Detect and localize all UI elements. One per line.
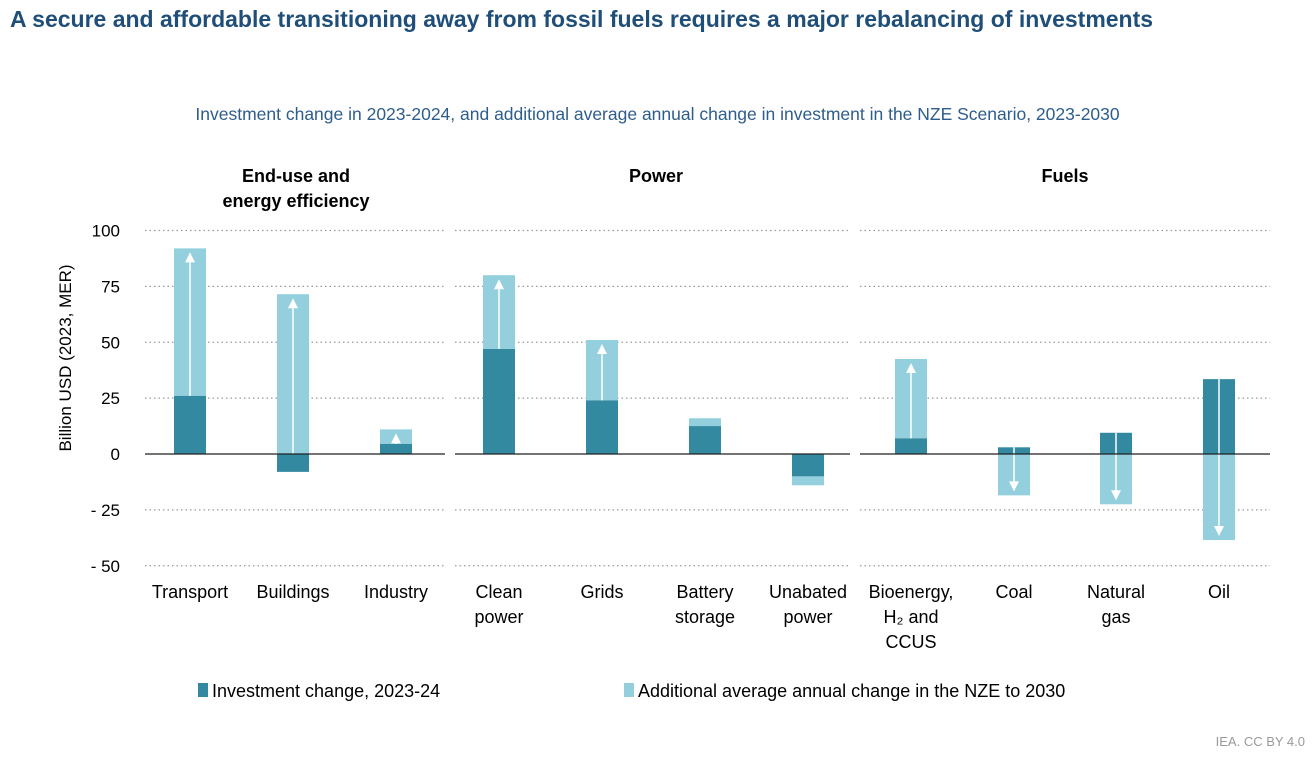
x-tick-label: power xyxy=(783,607,832,627)
x-tick-label: Transport xyxy=(152,582,228,602)
x-tick-label: gas xyxy=(1101,607,1130,627)
y-tick-label: 0 xyxy=(111,445,120,464)
group-header: Power xyxy=(629,166,683,186)
source-note: IEA. CC BY 4.0 xyxy=(1215,734,1305,749)
arrow-head-icon xyxy=(1009,481,1019,492)
arrow-head-icon xyxy=(906,363,916,374)
nze-bar-6 xyxy=(792,476,824,486)
investment-bar-2 xyxy=(380,443,412,454)
x-tick-label: power xyxy=(474,607,523,627)
investment-bar-6 xyxy=(792,454,824,477)
x-tick-label: storage xyxy=(675,607,735,627)
x-tick-label: Battery xyxy=(676,582,733,602)
arrow-head-icon xyxy=(1214,526,1224,537)
x-tick-label: Bioenergy, xyxy=(869,582,954,602)
x-tick-label: Oil xyxy=(1208,582,1230,602)
arrow-head-icon xyxy=(1111,490,1121,501)
x-tick-label: Buildings xyxy=(256,582,329,602)
x-tick-label: Grids xyxy=(580,582,623,602)
group-header: End-use and xyxy=(242,166,350,186)
group-header: energy efficiency xyxy=(222,191,369,211)
arrow-head-icon xyxy=(185,252,195,263)
legend-swatch xyxy=(198,683,208,697)
legend-label: Additional average annual change in the … xyxy=(638,681,1065,701)
y-axis-label: Billion USD (2023, MER) xyxy=(56,264,75,451)
x-tick-label: CCUS xyxy=(885,632,936,652)
investment-bar-5 xyxy=(689,426,721,454)
investment-bar-4 xyxy=(586,400,618,454)
y-tick-label: 100 xyxy=(92,222,120,241)
arrow-head-icon xyxy=(597,344,607,355)
y-tick-label: 50 xyxy=(101,333,120,352)
arrow-head-icon xyxy=(391,433,401,444)
x-tick-label: Natural xyxy=(1087,582,1145,602)
y-tick-label: - 50 xyxy=(91,557,120,576)
chart-subtitle: Investment change in 2023-2024, and addi… xyxy=(195,104,1120,124)
x-tick-label: Coal xyxy=(995,582,1032,602)
group-header: Fuels xyxy=(1041,166,1088,186)
y-tick-label: 75 xyxy=(101,277,120,296)
x-tick-label: Clean xyxy=(475,582,522,602)
investment-bar-0 xyxy=(174,395,206,454)
nze-bar-5 xyxy=(689,418,721,427)
x-tick-label: H₂ and xyxy=(883,607,938,627)
investment-bar-1 xyxy=(277,454,309,472)
x-tick-label: Industry xyxy=(364,582,428,602)
y-tick-label: - 25 xyxy=(91,501,120,520)
investment-bar-7 xyxy=(895,438,927,454)
arrow-head-icon xyxy=(494,279,504,290)
page-title: A secure and affordable transitioning aw… xyxy=(10,6,1154,32)
investment-bar-3 xyxy=(483,348,515,454)
x-tick-label: Unabated xyxy=(769,582,847,602)
legend-swatch xyxy=(624,683,634,697)
arrow-head-icon xyxy=(288,298,298,309)
y-tick-label: 25 xyxy=(101,389,120,408)
legend-label: Investment change, 2023-24 xyxy=(212,681,440,701)
